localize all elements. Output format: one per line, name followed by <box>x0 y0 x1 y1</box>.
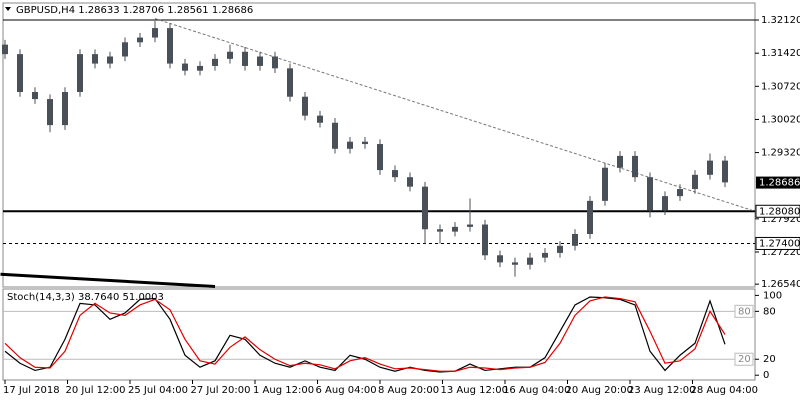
candle-body <box>182 63 188 71</box>
candle-body <box>527 257 533 265</box>
y-tick-label: 100 <box>763 290 782 301</box>
y-tick-label: 1.30020 <box>761 114 800 125</box>
candle-body <box>122 42 128 57</box>
candle-body <box>317 115 323 123</box>
menu-arrow <box>5 7 11 11</box>
candle-body <box>587 200 593 234</box>
x-tick-label: 8 Aug 20:00 <box>378 385 439 396</box>
level-label: 80 <box>738 306 751 317</box>
y-tick-label: 80 <box>763 306 776 317</box>
x-tick-label: 27 Jul 20:00 <box>191 385 251 396</box>
y-tick-label: 1.31420 <box>761 48 800 59</box>
y-tick-label: 1.30720 <box>761 81 800 92</box>
candle-body <box>557 245 563 253</box>
y-tick-label: 1.27220 <box>761 247 800 258</box>
candle-body <box>92 54 98 64</box>
candle-body <box>662 196 668 211</box>
candle-body <box>407 177 413 187</box>
stoch-title: Stoch(14,3,3) 38.7640 51.0003 <box>7 292 164 303</box>
last-price-label: 1.28686 <box>759 178 800 189</box>
candle-body <box>347 141 353 149</box>
trend-line <box>0 272 216 289</box>
candle-body <box>482 224 488 256</box>
y-tick-label: 1.32120 <box>761 15 800 26</box>
stoch-panel <box>2 288 756 381</box>
x-tick-label: 25 Jul 04:00 <box>128 385 188 396</box>
candle-body <box>497 255 503 263</box>
candle-body <box>377 144 383 171</box>
last-price-box <box>756 176 800 189</box>
level-label-box <box>755 204 800 218</box>
candle-body <box>257 56 263 66</box>
candle-body <box>392 170 398 178</box>
candle-body <box>2 44 8 55</box>
x-tick-label: 17 Jul 2018 <box>3 385 60 396</box>
candle-body <box>137 37 143 43</box>
candle-body <box>287 68 293 97</box>
candle-body <box>677 189 683 197</box>
x-tick-label: 20 Jul 12:00 <box>66 385 126 396</box>
level-label: 20 <box>738 354 751 365</box>
candle-body <box>212 58 218 66</box>
candle-body <box>467 224 473 227</box>
candle-body <box>542 252 548 258</box>
y-tick-label: 1.29320 <box>761 148 800 159</box>
y-tick-label: 1.27920 <box>761 214 800 225</box>
candle-body <box>437 229 443 232</box>
candle-body <box>242 51 248 66</box>
level-label-box <box>734 304 754 318</box>
candle-body <box>62 91 68 126</box>
x-tick-label: 6 Aug 04:00 <box>316 385 377 396</box>
level-label: 1.27400 <box>759 238 800 249</box>
level-label-box <box>755 236 800 250</box>
candle-body <box>17 54 23 92</box>
candle-body <box>602 167 608 201</box>
stoch-line <box>4 296 726 372</box>
candle-body <box>77 54 83 92</box>
trend-line <box>154 18 756 212</box>
candle-body <box>107 56 113 64</box>
candle-body <box>632 155 638 178</box>
y-tick-label: 20 <box>763 354 776 365</box>
candle-body <box>692 174 698 190</box>
level-label: 1.28080 <box>759 206 800 217</box>
candle-body <box>302 96 308 116</box>
candle-body <box>227 51 233 59</box>
candle-body <box>647 177 653 211</box>
chart-title: GBPUSD,H4 1.28633 1.28706 1.28561 1.2868… <box>16 5 253 16</box>
y-tick-label: 1.26540 <box>761 279 800 290</box>
x-tick-label: 28 Aug 04:00 <box>691 385 758 396</box>
candle-body <box>422 186 428 230</box>
candle-body <box>512 262 518 265</box>
candle-body <box>47 99 53 126</box>
x-tick-label: 20 Aug 20:00 <box>566 385 633 396</box>
candle-body <box>572 233 578 246</box>
candle-body <box>722 160 728 183</box>
x-tick-label: 13 Aug 12:00 <box>441 385 508 396</box>
candle-body <box>362 141 368 145</box>
candle-body <box>707 160 713 175</box>
candle-body <box>197 65 203 71</box>
x-tick-label: 1 Aug 12:00 <box>253 385 314 396</box>
y-tick-label: 0 <box>763 370 769 381</box>
x-tick-label: 23 Aug 12:00 <box>628 385 695 396</box>
price-panel <box>2 2 756 288</box>
level-label-box <box>734 352 754 366</box>
candle-body <box>152 28 158 38</box>
candle-body <box>332 122 338 149</box>
candle-body <box>617 155 623 168</box>
stoch-line <box>4 296 726 373</box>
candle-body <box>32 91 38 100</box>
candle-body <box>167 28 173 64</box>
candle-body <box>272 56 278 69</box>
x-tick-label: 16 Aug 04:00 <box>503 385 570 396</box>
candle-body <box>452 226 458 232</box>
